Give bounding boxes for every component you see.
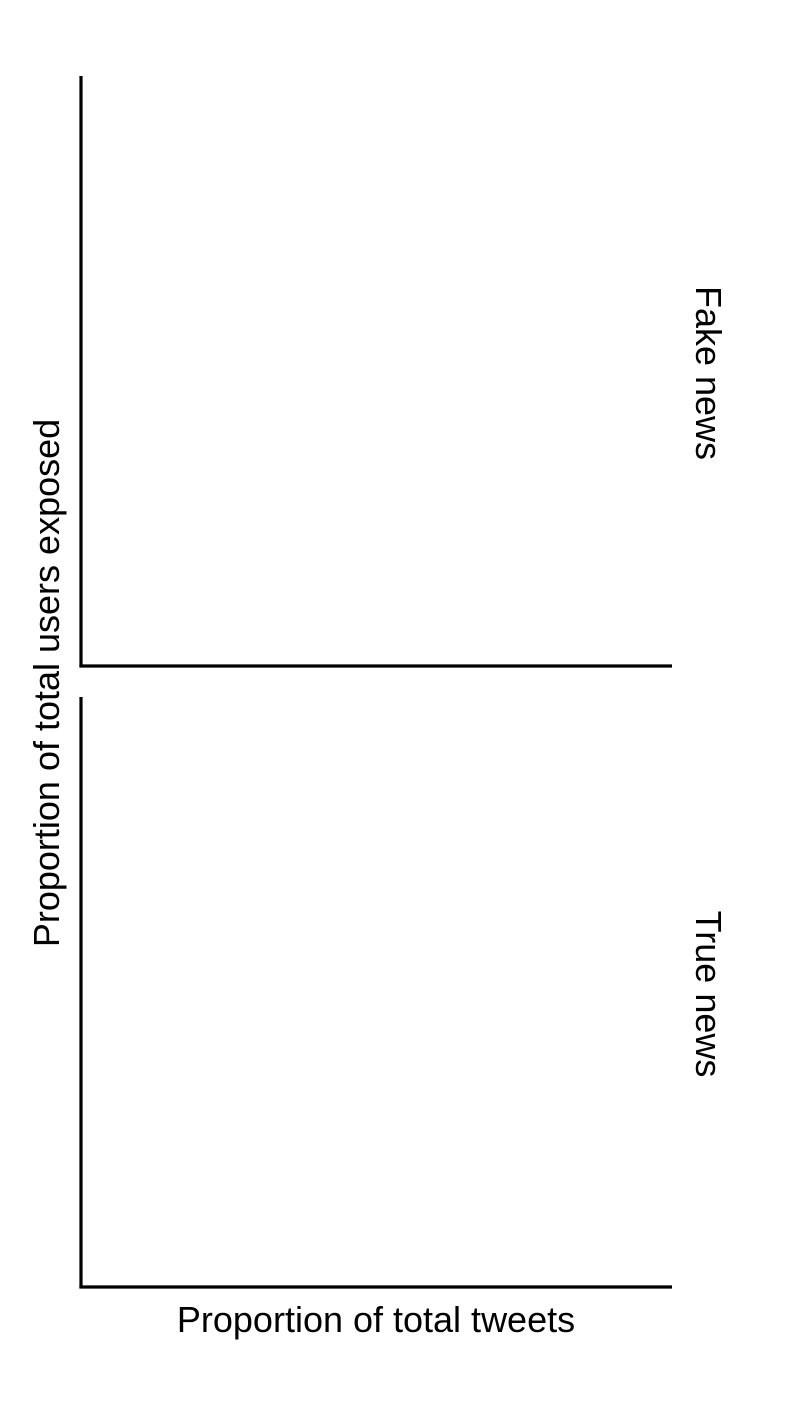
panel-fake-news: Fake news [79,76,729,668]
x-axis-title: Proportion of total tweets [177,1299,575,1340]
panel-label-true-news: True news [688,911,729,1078]
panel-true-news: True news [79,697,729,1289]
panel-label-fake-news: Fake news [688,286,729,460]
y-axis-title: Proportion of total users exposed [26,419,67,947]
